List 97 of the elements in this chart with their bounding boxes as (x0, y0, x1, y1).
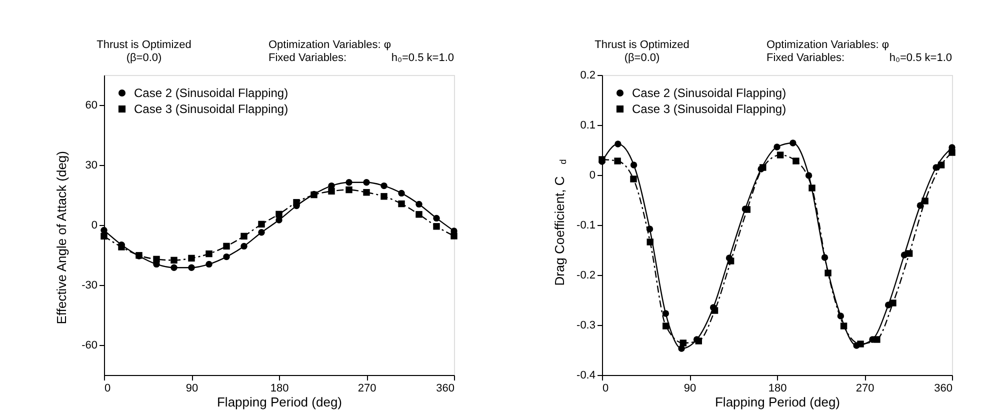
x-axis-title: Flapping Period (deg) (216, 394, 342, 410)
point (328, 188, 335, 195)
y-tick-label: 0.2 (580, 70, 596, 82)
text: Optimization Variables: φ (268, 39, 391, 51)
point (662, 310, 670, 317)
point (776, 152, 784, 158)
text: Optimization Variables: φ (766, 39, 889, 51)
point (240, 232, 248, 240)
point (630, 176, 637, 182)
point (346, 179, 352, 186)
text: Fixed Variables: (766, 52, 845, 64)
point (188, 264, 195, 271)
text: Fixed Variables: (268, 52, 347, 64)
point (276, 216, 282, 224)
point (727, 258, 734, 264)
text: Thrust is Optimized (96, 39, 192, 51)
text: h₀=0.5 k=1.0 (391, 52, 454, 64)
point (363, 189, 370, 196)
y-tick-label: -0.2 (576, 270, 596, 282)
x-tick-label: 180 (768, 382, 787, 394)
x-tick-label: 270 (856, 382, 874, 394)
y-axis-title: Effective Angle of Attack (deg) (54, 150, 69, 324)
point (890, 300, 896, 306)
point (398, 190, 405, 197)
x-tick-label: 0 (602, 382, 609, 394)
point (416, 200, 422, 208)
point (416, 211, 422, 218)
point (363, 179, 370, 186)
point (223, 253, 230, 260)
point (922, 198, 928, 204)
y-tick-label: 0.1 (580, 120, 596, 132)
point (170, 264, 178, 271)
point (857, 340, 864, 348)
point (380, 182, 388, 190)
text: (β=0.0) (624, 52, 660, 64)
point (450, 232, 458, 240)
y-axis-title: Drag Coefficient, Cd (552, 159, 568, 286)
x-tick-label: 180 (270, 382, 289, 394)
point (711, 307, 718, 314)
point (680, 340, 687, 346)
y-tick-label: 0 (91, 220, 98, 232)
point (808, 184, 816, 192)
point (906, 250, 913, 257)
y-tick-label: 30 (85, 160, 98, 172)
x-tick-label: 0 (104, 382, 111, 394)
point (646, 238, 654, 246)
point (118, 244, 125, 250)
point (153, 256, 160, 263)
point (792, 158, 800, 164)
text: Thrust is Optimized (594, 39, 690, 51)
point (398, 200, 405, 208)
y-tick-label: -60 (82, 340, 98, 352)
y-tick-label: 60 (85, 100, 98, 112)
point (100, 226, 108, 234)
point (948, 149, 956, 156)
point (170, 256, 178, 264)
point (293, 199, 300, 206)
point (938, 162, 945, 168)
point (774, 144, 780, 150)
point (380, 193, 388, 200)
point (433, 223, 440, 230)
y-tick-label: -0.1 (576, 220, 596, 232)
text: h₀=0.5 k=1.0 (889, 52, 952, 64)
point (346, 186, 352, 194)
point (206, 260, 212, 268)
y-tick-label: -30 (82, 280, 98, 292)
point (276, 210, 282, 218)
point (223, 242, 230, 250)
legend-label: Case 3 (Sinusoidal Flapping) (632, 102, 786, 116)
y-tick-label: 0 (589, 170, 596, 182)
y-tick-label: -0.3 (576, 320, 596, 332)
x-tick-label: 360 (934, 382, 952, 394)
point (662, 322, 670, 330)
point (630, 162, 638, 168)
point (824, 270, 832, 276)
point (188, 254, 195, 262)
point (100, 232, 108, 240)
point (258, 229, 265, 236)
x-tick-label: 360 (436, 382, 454, 394)
point (874, 336, 880, 343)
y-tick-label: -0.4 (576, 370, 596, 382)
point (240, 242, 248, 250)
text: (β=0.0) (126, 52, 162, 64)
point (790, 140, 796, 146)
point (433, 214, 440, 222)
point (206, 250, 212, 258)
x-tick-label: 270 (358, 382, 376, 394)
point (840, 322, 848, 330)
point (258, 220, 265, 228)
legend-label: Case 2 (Sinusoidal Flapping) (632, 86, 786, 100)
x-axis-title: Flapping Period (deg) (714, 394, 840, 410)
point (614, 158, 621, 164)
legend-label: Case 3 (Sinusoidal Flapping) (134, 102, 288, 116)
legend-label: Case 2 (Sinusoidal Flapping) (134, 86, 288, 100)
point (614, 140, 622, 148)
x-tick-label: 90 (684, 382, 696, 394)
x-tick-label: 90 (186, 382, 198, 394)
